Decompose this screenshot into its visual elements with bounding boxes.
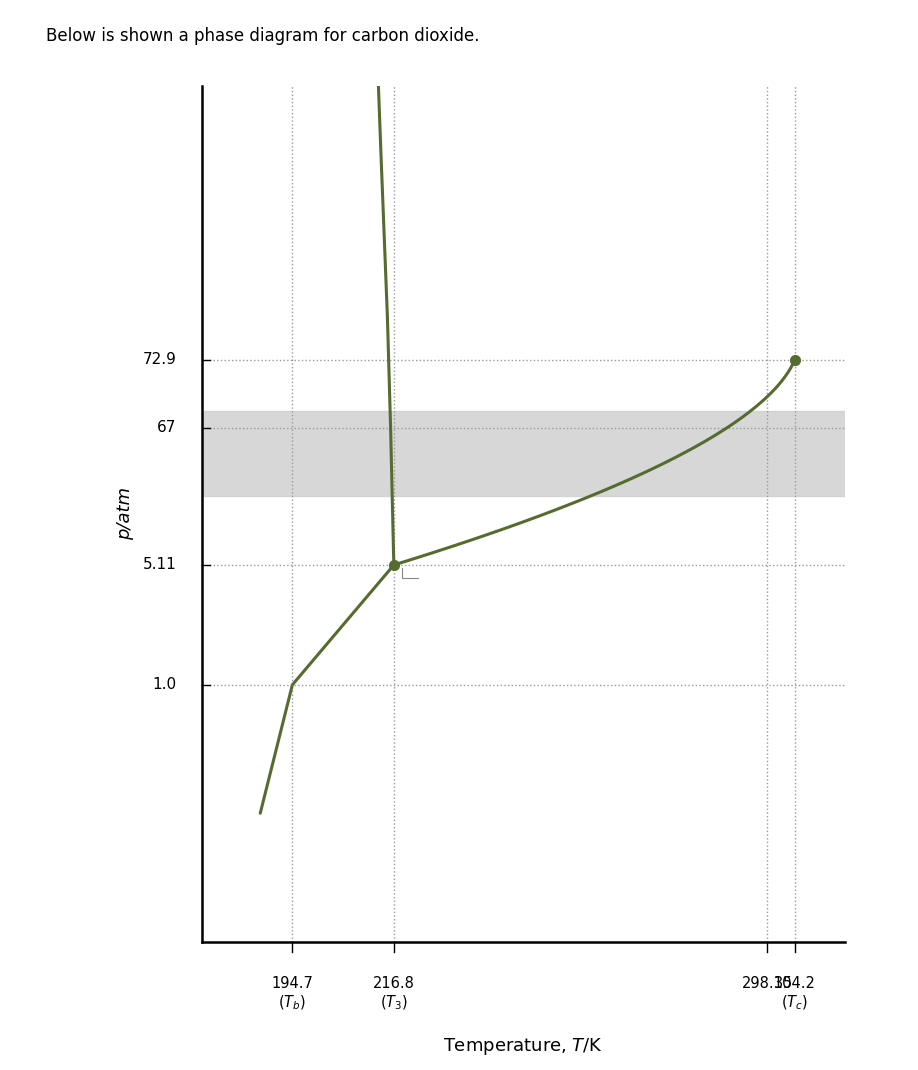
Text: 5.11: 5.11: [142, 557, 176, 572]
Text: 67: 67: [157, 421, 176, 435]
Text: 298.15: 298.15: [742, 976, 793, 991]
Text: 304.2
$(T_c)$: 304.2 $(T_c)$: [774, 976, 816, 1012]
Bar: [202, 411, 845, 496]
Text: 72.9: 72.9: [142, 352, 176, 367]
Text: p/atm: p/atm: [116, 487, 134, 540]
Text: 1.0: 1.0: [152, 677, 176, 692]
Text: Temperature, $T$/K: Temperature, $T$/K: [443, 1036, 603, 1057]
Text: 216.8
$(T_3)$: 216.8 $(T_3)$: [373, 976, 415, 1012]
Text: 194.7
$(T_b)$: 194.7 $(T_b)$: [272, 976, 313, 1012]
Text: Below is shown a phase diagram for carbon dioxide.: Below is shown a phase diagram for carbo…: [46, 27, 479, 45]
